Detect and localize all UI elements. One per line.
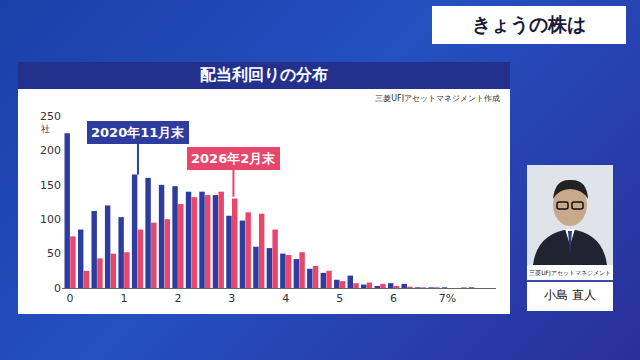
svg-text:3: 3 bbox=[228, 292, 235, 305]
svg-text:1: 1 bbox=[121, 292, 128, 305]
svg-text:2020年11月末: 2020年11月末 bbox=[91, 125, 185, 140]
html-text:小島 直人: 小島 直人 bbox=[544, 288, 596, 302]
svg-text:250: 250 bbox=[40, 110, 61, 123]
svg-text:4: 4 bbox=[282, 292, 289, 305]
svg-text:200: 200 bbox=[40, 144, 61, 157]
svg-text:2026年2月末: 2026年2月末 bbox=[191, 151, 276, 166]
svg-text:2: 2 bbox=[174, 292, 181, 305]
svg-text:7%: 7% bbox=[439, 292, 456, 305]
html-text:きょうの株は: きょうの株は bbox=[472, 13, 586, 35]
svg-text:100: 100 bbox=[40, 213, 61, 226]
svg-text:社: 社 bbox=[41, 124, 50, 134]
svg-text:6: 6 bbox=[390, 292, 397, 305]
svg-text:5: 5 bbox=[336, 292, 343, 305]
svg-text:0: 0 bbox=[54, 282, 61, 295]
svg-text:150: 150 bbox=[40, 179, 61, 192]
svg-text:0: 0 bbox=[67, 292, 74, 305]
html-text:三菱UFJアセットマネジメント作成: 三菱UFJアセットマネジメント作成 bbox=[375, 94, 500, 103]
html-text:配当利回りの分布: 配当利回りの分布 bbox=[200, 65, 328, 84]
html-text:三菱UFJアセットマネジメント: 三菱UFJアセットマネジメント bbox=[529, 269, 611, 276]
svg-text:50: 50 bbox=[47, 247, 61, 260]
